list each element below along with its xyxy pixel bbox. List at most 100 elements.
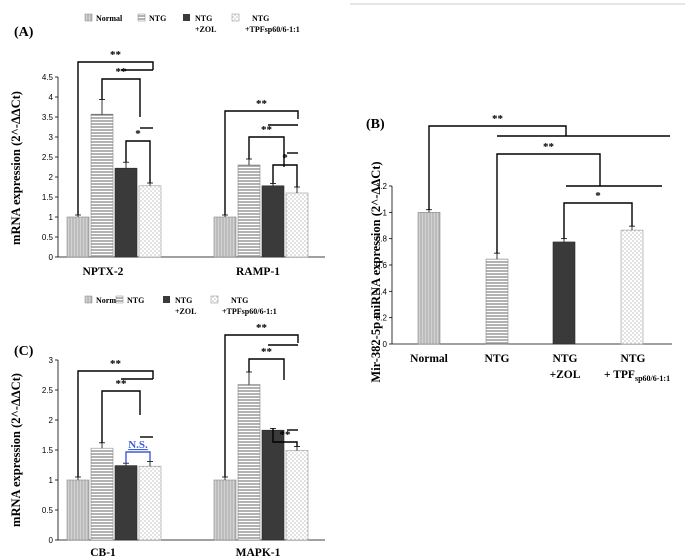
c-tick-label-5: 2.5 — [42, 386, 54, 395]
b-tick-label-3: 0.6 — [376, 261, 388, 270]
c-sig-4-label: ** — [256, 322, 268, 334]
b-bar-ntg-tpf — [620, 229, 644, 345]
bars-b — [417, 209, 644, 345]
c-sig-6-label: ** — [280, 429, 292, 441]
legend-c-label-ntg-zol-1: NTG — [175, 296, 192, 305]
c-sig-3-line — [125, 451, 151, 464]
a-tick-label-0: 0 — [49, 253, 54, 262]
b-sig-3-label: * — [595, 190, 601, 202]
legend-c-swatch-normal — [84, 295, 93, 304]
c-tick-label-1: 0.5 — [42, 506, 54, 515]
legend-swatch-ntg-zol — [183, 14, 190, 21]
c-bar-g1-normal — [213, 479, 237, 541]
a-sig-4-label: ** — [256, 98, 268, 110]
brackets-b: ***** — [428, 113, 670, 254]
chart-panel-a: (A) mRNA expression (2^-ΔΔCt) 0 0.5 1 1.5 2 2… — [9, 25, 325, 278]
legend-a: Normal NTG NTG +ZOL NTG +TPFsp60/6-1:1 — [84, 13, 300, 34]
a-sig-1-line — [77, 61, 154, 215]
b-sig-2-label: ** — [543, 141, 555, 153]
ylabel-b: Mir-382-5p miRNA expression (2^-ΔΔCt) — [369, 161, 383, 382]
ylabel-a: mRNA expression (2^-ΔΔCt) — [9, 91, 23, 245]
b-tick-label-0: 0 — [383, 340, 388, 349]
a-sig-3-label: * — [135, 128, 141, 140]
b-tick-label-1: 0.2 — [376, 314, 388, 323]
b-tick-label-2: 0.4 — [376, 287, 388, 296]
b-sig-3-line — [563, 202, 633, 239]
b-tick-label-4: 0.8 — [376, 235, 388, 244]
c-bar-g0-normal — [66, 479, 90, 541]
b-sig-2-line — [496, 153, 601, 254]
legend-c-label-ntg-tpf-1: NTG — [231, 296, 248, 305]
b-bar-ntg-zol — [552, 241, 576, 345]
legend-label-ntg: NTG — [149, 14, 166, 23]
c-tick-label-4: 2 — [49, 416, 54, 425]
b-tick-label-6: 1.2 — [376, 182, 388, 191]
c-bar-g0-ntg-tpf — [138, 465, 162, 541]
panel-label-b: (B) — [366, 117, 385, 132]
bars-a — [66, 99, 309, 258]
c-bar-g1-ntg-tpf — [285, 450, 309, 541]
c-sig-5-line — [248, 358, 285, 380]
category-b-ntg-tpf-1: NTG — [621, 353, 646, 365]
legend-c-swatch-ntg-tpf — [210, 295, 219, 304]
ylabel-c: mRNA expression (2^-ΔΔCt) — [9, 373, 23, 527]
c-sig-6-line — [272, 428, 298, 447]
c-sig-1-label: ** — [110, 358, 122, 370]
a-bar-g1-ntg-zol — [261, 185, 285, 258]
a-sig-1-label: ** — [110, 49, 122, 61]
c-sig-2-line — [101, 390, 141, 443]
c-sig-1-line — [77, 370, 154, 477]
a-tick-label-7: 3.5 — [42, 113, 54, 122]
a-sig-6-line — [272, 164, 298, 187]
b-sig-1-label: ** — [492, 113, 504, 125]
legend-label-ntg-zol-2: +ZOL — [195, 25, 216, 34]
panel-label-a: (A) — [14, 25, 34, 40]
a-bar-g1-ntg — [237, 164, 261, 258]
a-tick-label-1: 0.5 — [42, 233, 54, 242]
category-b-ntg: NTG — [485, 353, 510, 365]
category-b-ntg-tpf-2: + TPFsp60/6-1:1 — [604, 369, 670, 383]
c-tick-label-6: 3 — [49, 356, 54, 365]
chart-panel-c: (C) mRNA expression (2^-ΔΔCt) 0 0.5 1 1.5 2 2… — [9, 322, 325, 557]
legend-swatch-ntg — [137, 13, 146, 22]
a-bar-g0-ntg-zol — [114, 167, 138, 258]
a-tick-label-5: 2.5 — [42, 153, 54, 162]
c-sig-2-label: ** — [116, 378, 128, 390]
category-ramp1: RAMP-1 — [236, 266, 280, 278]
b-bar-normal — [417, 212, 441, 345]
legend-c-label-normal: Normal — [96, 296, 123, 305]
a-bar-g0-ntg — [90, 113, 114, 258]
category-npt x2: NPTX-2 — [83, 266, 124, 278]
c-sig-5-label: ** — [261, 346, 273, 358]
a-sig-5-label: ** — [261, 124, 273, 136]
c-bar-g1-ntg — [237, 384, 261, 541]
a-tick-label-4: 2 — [49, 173, 54, 182]
legend-label-ntg-tpf-2: +TPFsp60/6-1:1 — [245, 25, 300, 34]
c-tick-label-3: 1.5 — [42, 446, 54, 455]
a-sig-5-line — [248, 136, 285, 167]
a-sig-3-line — [125, 140, 151, 183]
chart-panel-b: (B) Mir-382-5p miRNA expression (2^-ΔΔCt… — [366, 113, 672, 383]
a-sig-2-label: ** — [116, 66, 128, 78]
c-bar-g0-ntg-zol — [114, 465, 138, 541]
a-tick-label-9: 4.5 — [42, 73, 54, 82]
a-bar-g0-normal — [66, 216, 90, 258]
a-tick-label-3: 1.5 — [42, 193, 54, 202]
category-mapk1: MAPK-1 — [236, 547, 281, 557]
c-sig-4-line — [224, 334, 299, 477]
c-bar-g0-ntg — [90, 447, 114, 541]
a-tick-label-8: 4 — [49, 93, 54, 102]
category-b-tpf-sub: sp60/6-1:1 — [635, 374, 670, 383]
legend-label-ntg-tpf-1: NTG — [252, 14, 269, 23]
a-sig-2-line — [101, 78, 141, 117]
legend-swatch-ntg-tpf — [231, 13, 240, 22]
category-b-normal: Normal — [410, 353, 448, 365]
c-tick-label-2: 1 — [49, 476, 54, 485]
legend-c-label-ntg: NTG — [127, 296, 144, 305]
a-tick-label-2: 1 — [49, 213, 54, 222]
category-b-tpf-main: + TPF — [604, 369, 635, 381]
c-bar-g1-ntg-zol — [261, 429, 285, 541]
category-cb1: CB-1 — [90, 547, 116, 557]
b-bar-ntg — [485, 258, 509, 345]
